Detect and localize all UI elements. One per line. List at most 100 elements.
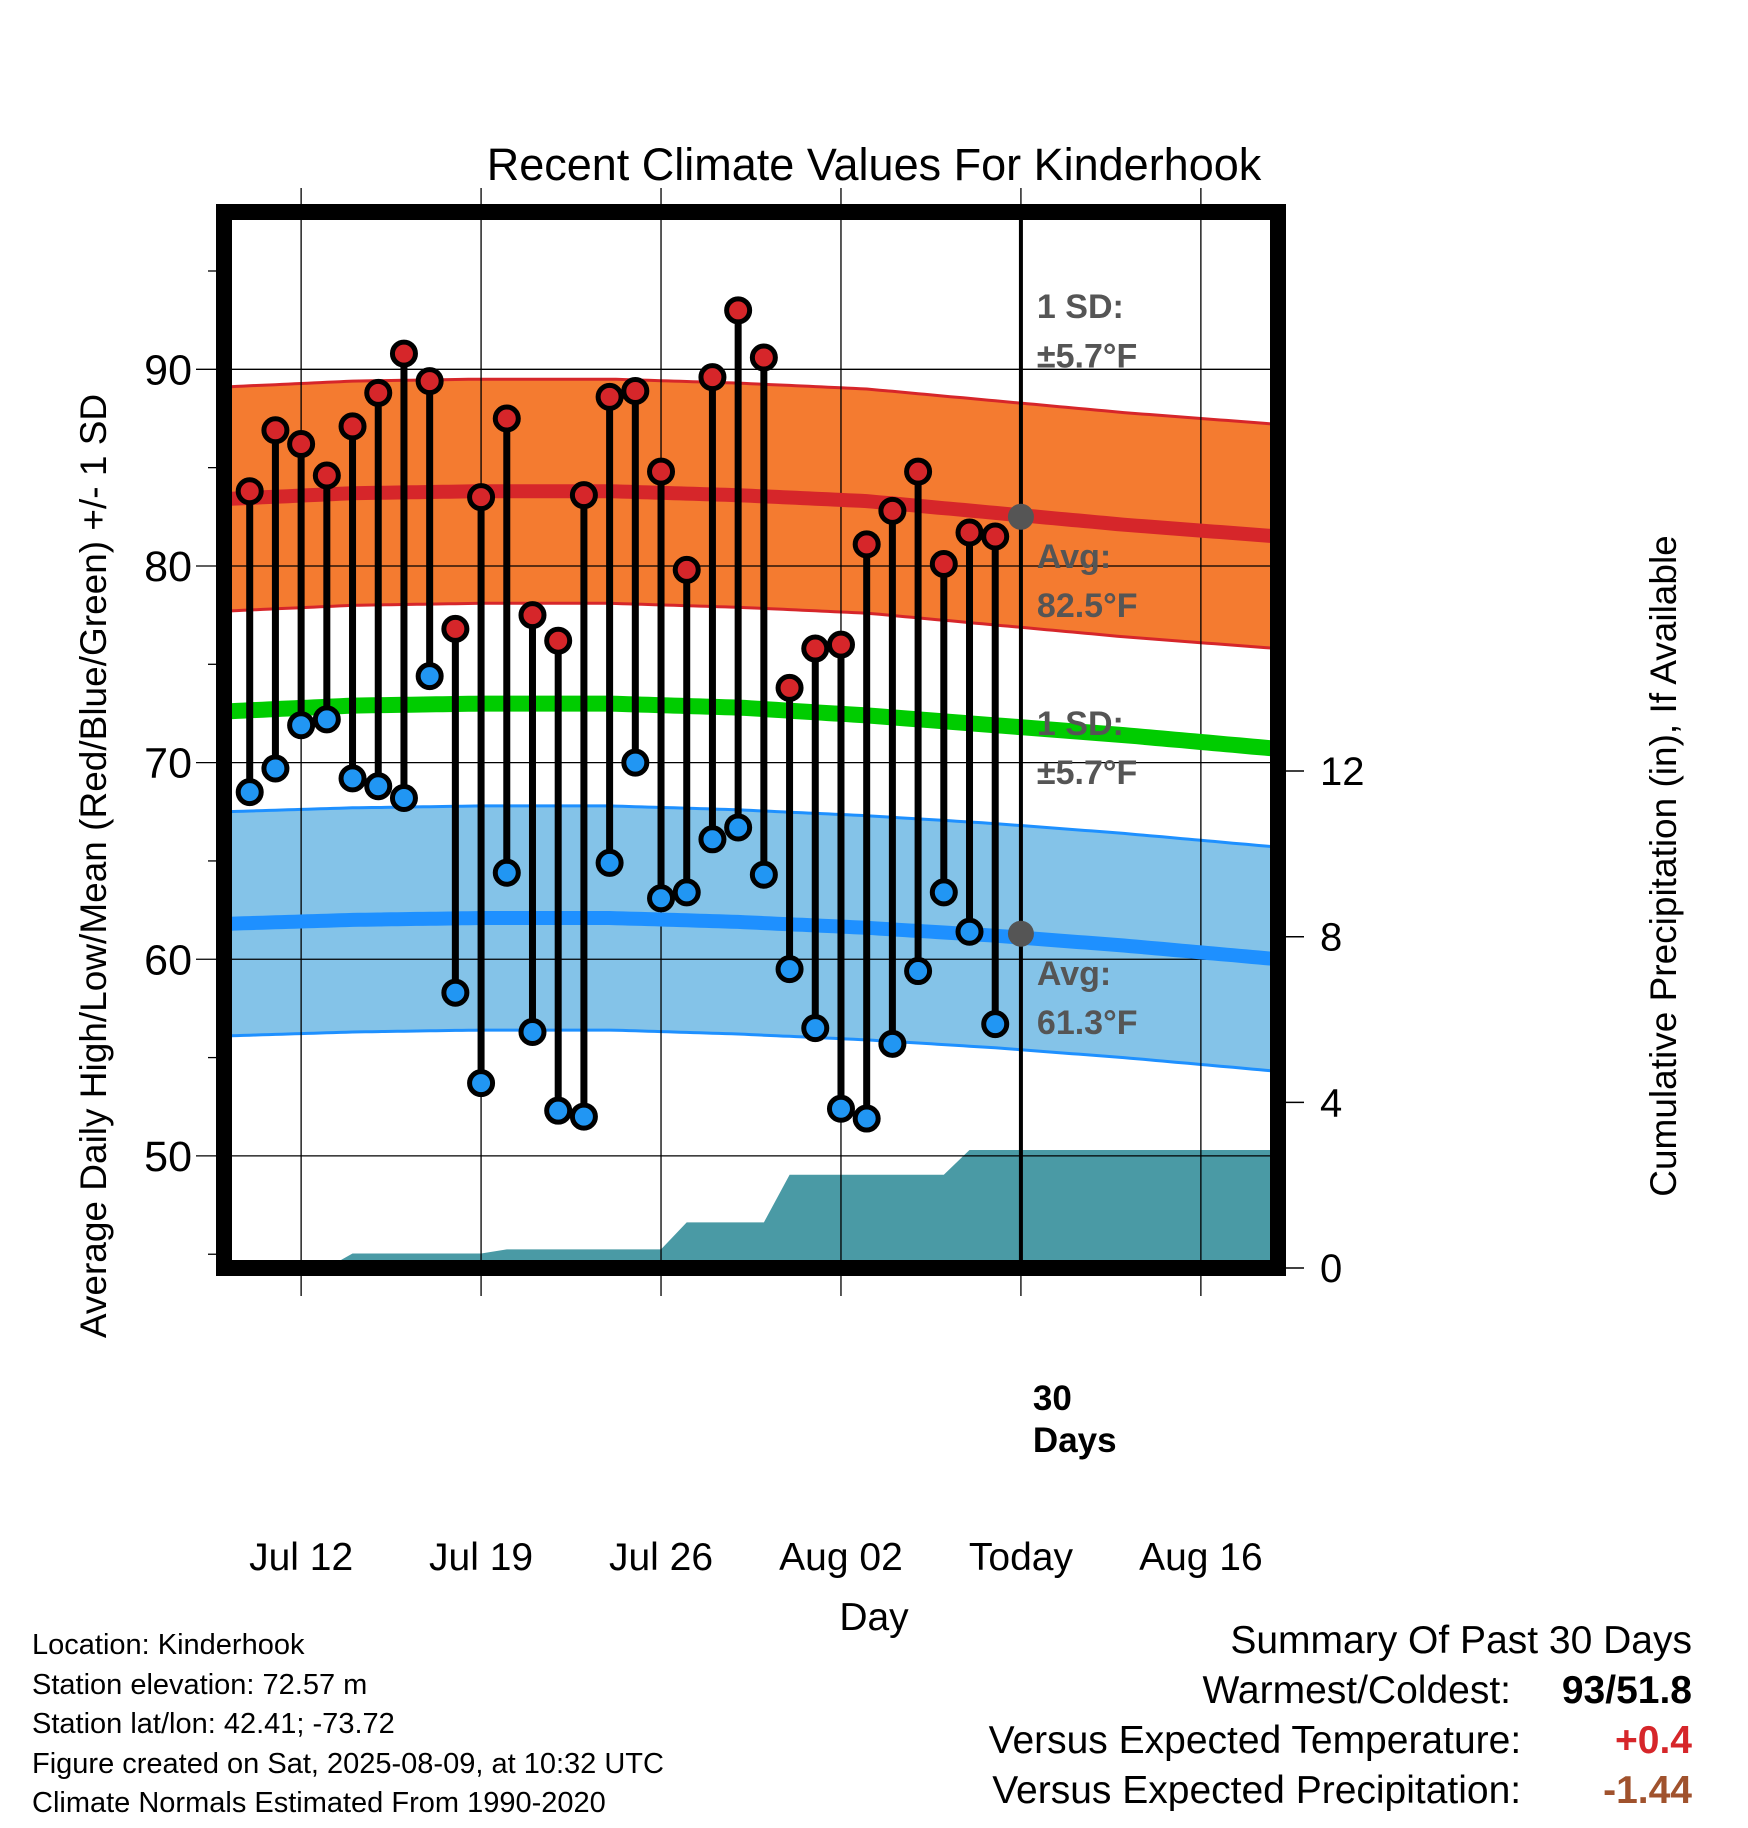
high-point — [595, 382, 624, 411]
mean-normal-line — [223, 695, 1279, 757]
high-point — [955, 518, 984, 547]
low-point — [955, 917, 984, 946]
high-sd-upper-edge — [223, 377, 1279, 426]
low-point — [698, 825, 727, 854]
warmest-value: 93 — [1561, 1669, 1606, 1712]
y-right-tick-label: 12 — [1320, 750, 1365, 794]
temp-departure-row: Versus Expected Temperature: +0.4 — [989, 1716, 1692, 1766]
high-point — [441, 614, 470, 643]
low-point — [595, 848, 624, 877]
high-point — [467, 483, 496, 512]
y-left-tick-label: 60 — [144, 936, 192, 984]
coldest-value: 51.8 — [1616, 1669, 1692, 1712]
high-point — [569, 481, 598, 510]
high-point — [235, 477, 264, 506]
location-text: Location: Kinderhook — [32, 1629, 305, 1661]
low-sd-value-annotation: ±5.7°F — [1037, 754, 1137, 792]
precip-departure-row: Versus Expected Precipitation: -1.44 — [989, 1766, 1692, 1816]
warmest-coldest-label: Warmest/Coldest: — [1202, 1669, 1512, 1712]
high-point — [775, 673, 804, 702]
plot-area: 1 SD: ±5.7°F Avg: 82.5°F 1 SD: ±5.7°F Avg: 61.3… — [144, 188, 1365, 1579]
low-point — [569, 1102, 598, 1131]
plot-frame — [216, 204, 1286, 1276]
high-point — [621, 376, 650, 405]
high-point — [544, 626, 573, 655]
low-point — [235, 778, 264, 807]
precip-cumulative-area — [224, 1150, 1278, 1268]
low-point — [929, 878, 958, 907]
created-text: Figure created on Sat, 2025-08-09, at 10… — [32, 1747, 664, 1780]
y-right-tick-label: 8 — [1320, 916, 1342, 960]
today-low-avg-marker — [1007, 920, 1034, 947]
low-point — [261, 754, 290, 783]
low-point — [441, 978, 470, 1007]
high-avg-value-annotation: 82.5°F — [1037, 587, 1138, 625]
y-axis-left-label: Average Daily High/Low/Mean (Red/Blue/Gr… — [73, 394, 114, 1338]
high-point — [338, 412, 367, 441]
low-point — [801, 1014, 830, 1043]
low-point — [749, 860, 778, 889]
x-tick-label: Jul 19 — [429, 1536, 533, 1579]
summary-title: Summary Of Past 30 Days — [1230, 1619, 1692, 1662]
precip-departure-value: -1.44 — [1603, 1769, 1692, 1812]
high-point — [261, 416, 290, 445]
x-tick-label: Jul 26 — [609, 1536, 713, 1579]
high-point — [312, 461, 341, 490]
low-sd-lower-edge — [223, 1028, 1279, 1073]
summary-panel: Summary Of Past 30 Days Warmest/Coldest:… — [989, 1616, 1692, 1816]
low-point — [415, 662, 444, 691]
x-tick-label: Jul 12 — [249, 1536, 353, 1579]
days-label-annotation: Days — [1033, 1421, 1117, 1460]
low-avg-annotation: Avg: — [1037, 955, 1111, 993]
high-point — [698, 363, 727, 392]
high-point — [981, 522, 1010, 551]
station-info: Location: Kinderhook Station elevation: … — [32, 1626, 664, 1824]
low-point — [389, 784, 418, 813]
low-point — [852, 1104, 881, 1133]
temp-departure-label: Versus Expected Temperature: — [988, 1719, 1522, 1762]
low-point — [287, 711, 316, 740]
low-point — [878, 1029, 907, 1058]
y-right-tick-label: 0 — [1320, 1247, 1342, 1291]
low-point — [775, 955, 804, 984]
high-point — [904, 457, 933, 486]
low-avg-line — [223, 911, 1279, 967]
low-point — [981, 1010, 1010, 1039]
low-point — [312, 705, 341, 734]
today-high-avg-marker — [1007, 503, 1034, 530]
high-point — [852, 530, 881, 559]
temp-departure-value: +0.4 — [1615, 1719, 1692, 1762]
high-point — [749, 343, 778, 372]
y-axis-right-label: Cumulative Precipitation (in), If Availa… — [1643, 535, 1684, 1197]
x-axis-label: Day — [839, 1596, 909, 1639]
y-right-tick-label: 4 — [1320, 1081, 1342, 1125]
low-sd-band — [224, 805, 1278, 1072]
high-sd-band — [224, 379, 1278, 649]
high-point — [389, 339, 418, 368]
low-point — [492, 858, 521, 887]
low-point — [338, 764, 367, 793]
y-left-tick-label: 80 — [144, 543, 192, 591]
low-point — [724, 813, 753, 842]
high-point — [826, 630, 855, 659]
elevation-text: Station elevation: 72.57 m — [32, 1668, 368, 1701]
high-point — [647, 457, 676, 486]
high-point — [801, 634, 830, 663]
chart-title: Recent Climate Values For Kinderhook — [487, 139, 1262, 190]
high-point — [518, 601, 547, 630]
low-point — [621, 748, 650, 777]
precip-departure-label: Versus Expected Precipitation: — [992, 1769, 1522, 1812]
high-sd-annotation: 1 SD: — [1037, 288, 1124, 326]
high-point — [364, 378, 393, 407]
low-point — [672, 878, 701, 907]
high-point — [415, 367, 444, 396]
low-point — [518, 1018, 547, 1047]
low-point — [647, 884, 676, 913]
days-count-annotation: 30 — [1033, 1379, 1072, 1418]
low-point — [544, 1096, 573, 1125]
y-left-tick-label: 90 — [144, 346, 192, 394]
high-sd-lower-edge — [223, 601, 1279, 651]
high-point — [672, 555, 701, 584]
high-point — [492, 404, 521, 433]
